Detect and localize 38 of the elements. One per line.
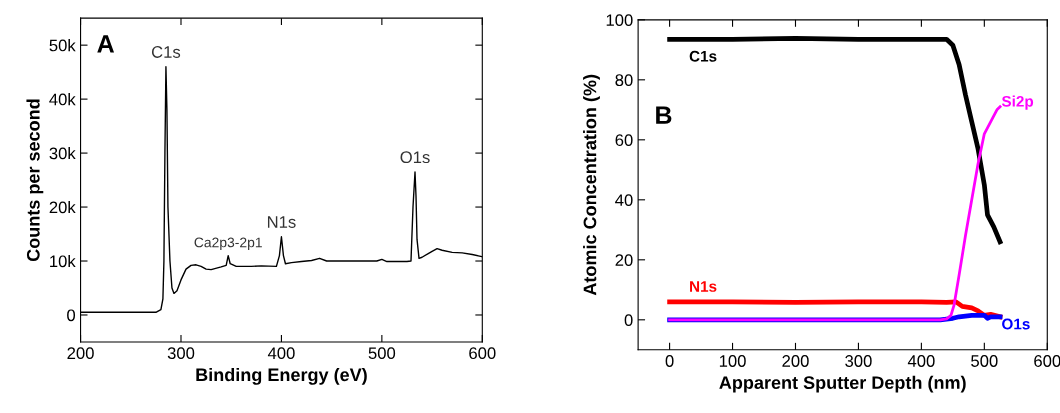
y-tick-label: 100 <box>606 14 633 27</box>
series-label: N1s <box>690 281 717 292</box>
x-tick-label: 400 <box>907 355 935 367</box>
series-label: Si2p <box>1001 95 1034 110</box>
y-tick-label: 80 <box>615 74 633 87</box>
annotation: C1s <box>151 46 181 58</box>
x-tick-label: 300 <box>845 355 872 367</box>
y-tick-label: 50k <box>49 39 76 52</box>
y-tick-label: 40k <box>49 93 76 106</box>
y-tick-label: 10k <box>50 254 76 268</box>
series-label: O1s <box>1002 318 1030 330</box>
annotation: A <box>97 35 115 53</box>
x-axis-title: Binding Energy (eV) <box>196 367 367 385</box>
y-axis-title: Atomic Concentration (%) <box>583 74 600 296</box>
x-tick-label: 500 <box>368 347 396 360</box>
y-axis-title: Counts per second <box>26 99 44 262</box>
annotation: Ca2p3-2p1 <box>194 237 262 251</box>
x-tick-label: 400 <box>267 347 295 360</box>
x-tick-label: 600 <box>469 347 496 360</box>
y-tick-label: 0 <box>624 314 633 327</box>
x-tick-label: 600 <box>1034 355 1060 367</box>
x-tick-label: 500 <box>971 355 998 367</box>
annotation: N1s <box>267 216 296 228</box>
y-tick-label: 40 <box>615 194 633 207</box>
x-tick-label: 100 <box>719 355 746 367</box>
x-tick-label: 300 <box>167 347 195 360</box>
y-tick-label: 60 <box>615 134 633 147</box>
x-tick-label: 200 <box>782 355 809 367</box>
y-tick-label: 20 <box>615 254 633 267</box>
x-axis-title: Apparent Sputter Depth (nm) <box>719 375 966 393</box>
y-tick-label: 30k <box>49 147 76 160</box>
y-tick-label: 0 <box>67 309 76 322</box>
annotation: B <box>656 106 672 124</box>
x-tick-label: 0 <box>665 355 674 367</box>
x-tick-label: 200 <box>67 347 94 360</box>
annotation: O1s <box>400 151 430 164</box>
y-tick-label: 20k <box>49 201 76 214</box>
series-label: C1s <box>689 50 717 62</box>
